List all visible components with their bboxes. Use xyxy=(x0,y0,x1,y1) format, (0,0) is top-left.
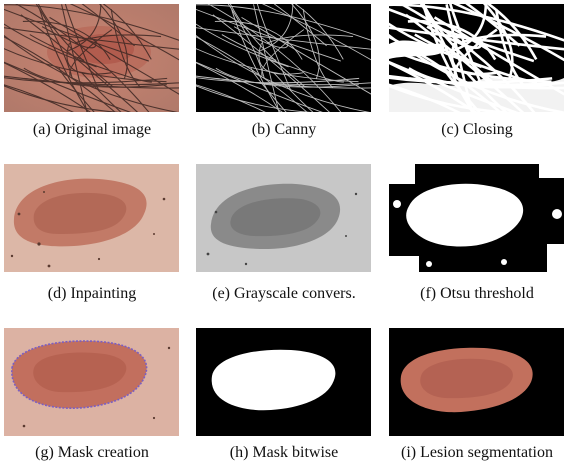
mask-bitwise-image xyxy=(196,328,371,436)
lesion-segmentation-image xyxy=(389,328,564,436)
grayscale-image xyxy=(196,164,371,272)
caption-canny: (b) Canny xyxy=(251,121,317,138)
original-image xyxy=(4,4,179,112)
inpainting-image xyxy=(4,164,179,272)
caption-inpainting: (d) Inpainting xyxy=(47,285,137,302)
caption-lesion-segmentation: (i) Lesion segmentation xyxy=(401,444,553,461)
caption-mask-bitwise: (h) Mask bitwise xyxy=(229,444,339,461)
caption-otsu-threshold: (f) Otsu threshold xyxy=(420,285,534,302)
canny-image xyxy=(196,4,371,112)
caption-mask-creation: (g) Mask creation xyxy=(35,444,149,461)
caption-original-image: (a) Original image xyxy=(32,121,152,138)
caption-grayscale: (e) Grayscale convers. xyxy=(212,285,356,302)
mask-creation-image xyxy=(4,328,179,436)
caption-closing: (c) Closing xyxy=(441,121,513,138)
otsu-threshold-image xyxy=(389,164,564,272)
closing-image xyxy=(389,4,564,112)
